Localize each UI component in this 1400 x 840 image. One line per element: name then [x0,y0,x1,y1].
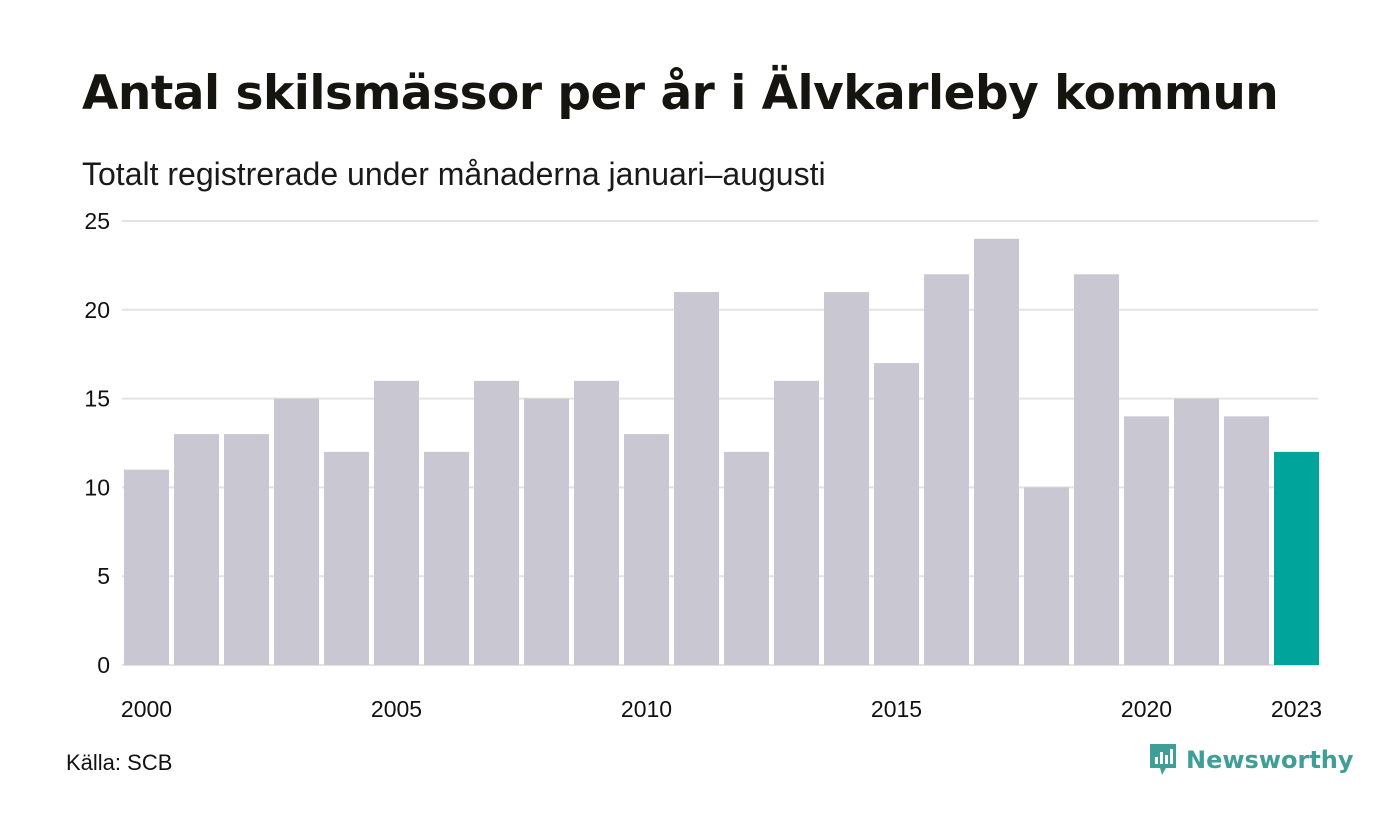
brand-logo: Newsworthy [1148,742,1354,778]
bar-2003 [274,398,319,665]
bar-2017 [974,238,1019,665]
bar-2008 [524,398,569,665]
bar-2011 [674,292,719,665]
y-tick-label: 0 [97,652,110,678]
bar-2013 [774,380,819,665]
bar-2005 [374,380,419,665]
y-tick-label: 10 [84,474,110,500]
bar-2007 [474,380,519,665]
bar-2022 [1224,416,1269,665]
bar-2004 [324,451,369,665]
bar-2012 [724,451,769,665]
bar-2002 [224,434,269,665]
bar-2023 [1274,451,1319,665]
y-tick-label: 5 [97,563,110,589]
x-tick-label: 2005 [371,696,422,722]
bar-2010 [624,434,669,665]
x-tick-label: 2000 [121,696,172,722]
x-tick-label: 2020 [1121,696,1172,722]
bar-2016 [924,274,969,665]
chart-title: Antal skilsmässor per år i Älvkarleby ko… [82,66,1279,121]
brand-name: Newsworthy [1186,746,1354,774]
bar-2006 [424,451,469,665]
bar-2019 [1074,274,1119,665]
y-tick-label: 15 [84,386,110,412]
y-tick-label: 25 [84,208,110,234]
bars [124,238,1319,665]
newsworthy-logo-icon [1150,744,1176,775]
x-tick-label: 2015 [871,696,922,722]
bar-2001 [174,434,219,665]
x-axis-ticks: 2000 2005 2010 2015 2020 2023 [121,696,1322,722]
bar-2018 [1024,487,1069,665]
bar-2020 [1124,416,1169,665]
bar-2000 [124,469,169,665]
source-label: Källa: SCB [66,750,173,775]
x-tick-label: 2010 [621,696,672,722]
y-tick-label: 20 [84,297,110,323]
y-axis-ticks: 0 5 10 15 20 25 [84,208,110,678]
bar-2009 [574,380,619,665]
bar-2014 [824,292,869,665]
chart-subtitle: Totalt registrerade under månaderna janu… [82,156,826,192]
bar-2015 [874,363,919,665]
bar-2021 [1174,398,1219,665]
x-tick-label: 2023 [1271,696,1322,722]
